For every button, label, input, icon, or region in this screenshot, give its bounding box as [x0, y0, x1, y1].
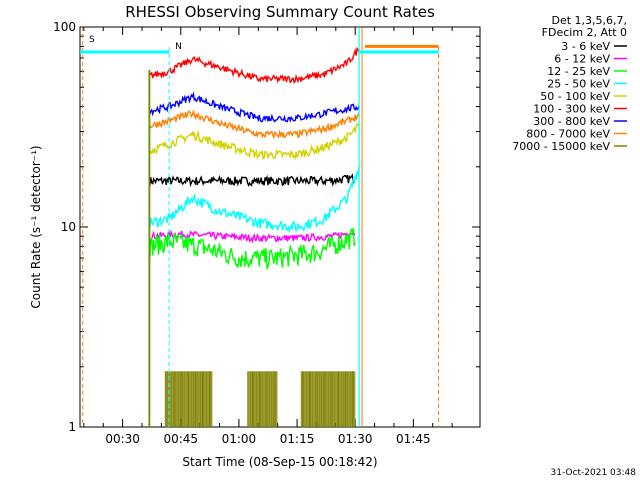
series-line — [149, 228, 356, 244]
series-line — [149, 227, 356, 271]
legend-entry-label: 3 - 6 keV — [561, 40, 610, 53]
legend-header-line: Det 1,3,5,6,7, — [551, 14, 627, 27]
series-line — [164, 371, 356, 427]
x-tick-label: 00:45 — [163, 432, 198, 446]
x-tick-label: 01:45 — [396, 432, 431, 446]
legend-entry-label: 800 - 7000 keV — [526, 128, 610, 141]
legend-entry-label: 7000 - 15000 keV — [512, 140, 610, 153]
x-tick-label: 01:00 — [222, 432, 257, 446]
y-tick-label: 1 — [68, 420, 76, 434]
x-tick-labels: 00:30 00:45 01:00 01:15 01:30 01:45 — [105, 432, 430, 446]
series-line — [149, 46, 360, 84]
x-tick-label: 01:15 — [280, 432, 315, 446]
x-axis-label: Start Time (08-Sep-15 00:18:42) — [182, 455, 377, 469]
y-tick-labels: 1 10 100 — [53, 20, 76, 434]
legend-entry-label: 50 - 100 keV — [540, 90, 610, 103]
legend-header-line: FDecim 2, Att 0 — [542, 26, 627, 39]
y-axis-label: Count Rate (s⁻¹ detector⁻¹) — [29, 145, 43, 308]
night-flag-label: N — [175, 42, 182, 52]
series-line — [149, 110, 360, 140]
series-layer — [149, 46, 360, 427]
legend-entry-label: 6 - 12 keV — [554, 53, 610, 66]
legend-entry-label: 12 - 25 keV — [547, 65, 610, 78]
series-line — [149, 166, 360, 234]
y-tick-label: 10 — [61, 220, 76, 234]
saa-flag-label: S — [89, 35, 95, 45]
flags-layer: SN — [80, 27, 440, 427]
series-line — [149, 173, 356, 188]
chart-title: RHESSI Observing Summary Count Rates — [125, 3, 435, 21]
y-tick-label: 100 — [53, 20, 76, 34]
series-line — [149, 91, 360, 123]
legend-entry-label: 100 - 300 keV — [533, 103, 610, 116]
legend-entry-label: 300 - 800 keV — [533, 115, 610, 128]
plot-frame — [79, 26, 481, 428]
series-line — [149, 122, 360, 161]
axis-ticks — [80, 27, 480, 428]
legend-entry-label: 25 - 50 keV — [547, 78, 610, 91]
x-tick-label: 01:30 — [338, 432, 373, 446]
legend: Det 1,3,5,6,7,FDecim 2, Att 03 - 6 keV6 … — [512, 14, 627, 153]
x-tick-label: 00:30 — [105, 432, 140, 446]
footer-timestamp: 31-Oct-2021 03:48 — [551, 468, 637, 478]
